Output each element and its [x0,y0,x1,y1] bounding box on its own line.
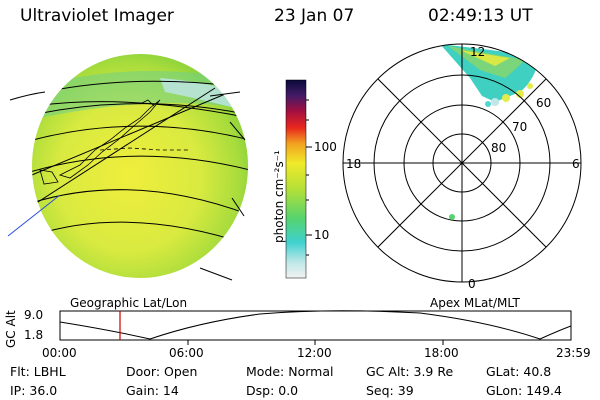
filter-status: Flt: LBHL [10,364,66,379]
colorbar-label: photon cm⁻²s⁻¹ [272,150,286,243]
alt-xtick-1200: 12:00 [297,346,332,360]
alt-xtick-1800: 18:00 [424,346,459,360]
gc-alt-status: GC Alt: 3.9 Re [366,364,454,379]
date-label: 23 Jan 07 [274,6,355,26]
seq-status: Seq: 39 [366,383,414,398]
glat-status: GLat: 40.8 [486,364,552,379]
apex-panel-label: Apex MLat/MLT [430,296,520,310]
alt-ytick-1-8: 1.8 [24,328,44,342]
door-status: Door: Open [126,364,198,379]
colorbar [285,79,312,279]
ip-status: IP: 36.0 [10,383,58,398]
alt-xtick-0000: 00:00 [42,346,77,360]
alt-plot-ylabel: GC Alt [4,310,18,348]
mlt-label-6: 6 [572,157,580,171]
alt-xtick-2359: 23:59 [556,346,591,360]
mode-status: Mode: Normal [246,364,334,379]
alt-ytick-9: 9.0 [24,308,44,322]
gain-status: Gain: 14 [126,383,179,398]
apex-polar-plot [342,43,582,283]
colorbar-tick-10: 10 [314,228,330,242]
app-title: Ultraviolet Imager [20,6,174,26]
geo-panel-label: Geographic Lat/Lon [70,296,188,310]
altitude-plot [59,310,572,345]
mlt-label-12: 12 [470,45,486,59]
geographic-globe [7,54,248,281]
mlt-label-18: 18 [346,157,362,171]
lat-label-60: 60 [536,96,552,110]
alt-xtick-0600: 06:00 [169,346,204,360]
glon-status: GLon: 149.4 [486,383,562,398]
time-label: 02:49:13 UT [428,6,533,26]
mlt-label-0: 0 [468,277,476,291]
lat-label-70: 70 [512,120,528,134]
colorbar-tick-100: 100 [314,140,337,154]
dsp-status: Dsp: 0.0 [246,383,299,398]
lat-label-80: 80 [491,141,507,155]
